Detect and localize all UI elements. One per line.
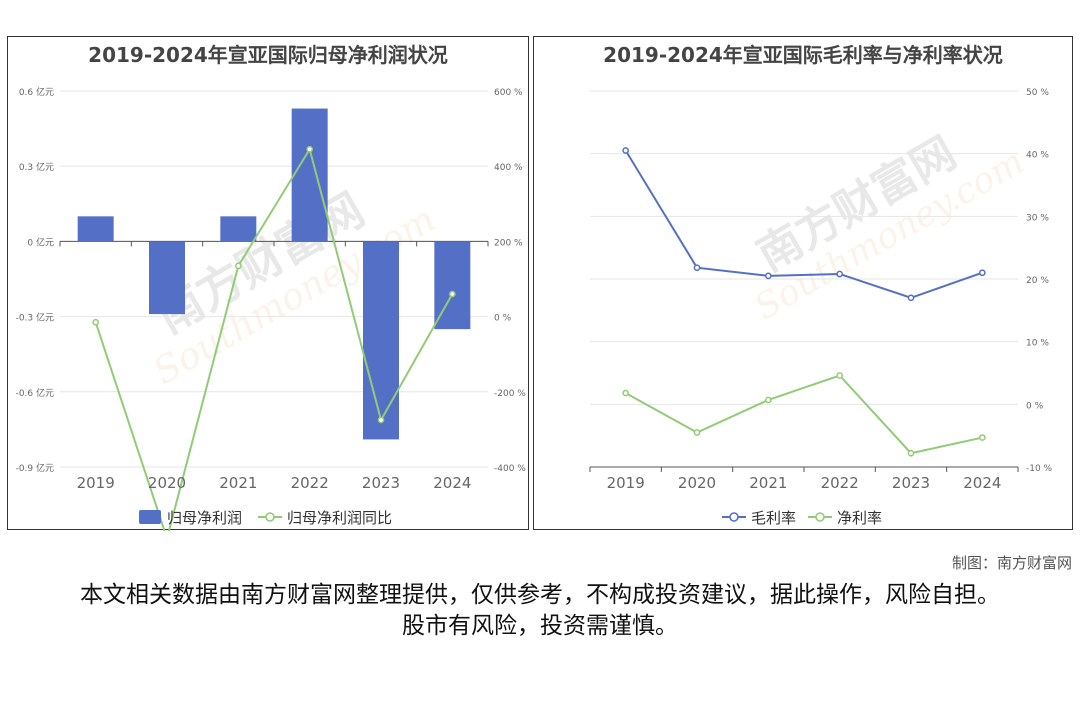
yoy-line [94,146,454,531]
net-margin-point-2023 [907,449,915,457]
yoy-point-2021 [234,262,242,270]
net-profit-chart-panel: 南方财富网 Southmoney.com 0.6 亿元 0.3 亿元 0 亿元 -0.3 … [7,36,529,531]
x-tick-label: 2024 [433,474,471,492]
y-right-tick-label: 400 % [494,163,523,173]
gross-margin-point-2021 [764,272,772,280]
y-left-tick-label: 0.3 亿元 [19,161,54,173]
x-tick-label: 2022 [821,474,859,492]
legend-gross-label: 毛利率 [751,509,796,527]
y-left-tick-label: -0.9 亿元 [16,462,54,474]
legend-net-marker [815,512,825,522]
legend-bar-swatch [139,510,161,524]
x-tick-label: 2019 [607,474,645,492]
series-line-gross-margin [624,150,983,299]
gross-margin-point-2019 [622,147,630,154]
net-margin-point-2020 [693,429,701,436]
gross-margin-point-2023 [907,294,915,302]
y-right-tick-label: 50 % [1026,88,1049,98]
bar-2023 [363,241,399,440]
x-tick-label: 2023 [362,474,400,492]
gross-margin-point-2022 [836,270,844,278]
y-left-tick-label: -0.3 亿元 [16,312,54,324]
net-margin-point-2024 [978,434,986,441]
net-margin-point-2019 [622,389,630,397]
margin-chart-panel: 南方财富网 Southmoney.com 50 % 40 % 30 % 20 % 10 % 0… [533,36,1073,530]
chart-credit: 制图：南方财富网 [951,554,1072,572]
y-right-tick-label: 30 % [1026,213,1049,223]
net-margin-point-2021 [764,396,772,404]
legend-gross-marker [729,512,739,522]
x-tick-label: 2023 [892,474,930,492]
net-margin-point-2022 [836,372,844,379]
y-right-tick-label: 600 % [494,88,523,98]
y-right-tick-label: 200 % [494,238,523,248]
y-right-tick-label: -400 % [494,464,526,474]
bar-2020 [149,241,185,315]
x-tick-label: 2021 [749,474,787,492]
y-right-tick-label: -10 % [1026,464,1053,474]
margin-chart-title: 2019-2024年宣亚国际毛利率与净利率状况 [603,43,1003,67]
legend-line-marker [265,512,275,522]
y-right-tick-label: 40 % [1026,151,1049,161]
y-right-tick-label: 10 % [1026,339,1049,349]
legend-bar-label: 归母净利润 [167,509,242,527]
bar-2019 [77,216,114,242]
yoy-point-2022 [306,145,314,153]
y-right-tick-label: 0 % [1026,401,1044,411]
gross-margin-point-2024 [978,269,986,277]
x-tick-label: 2024 [963,474,1001,492]
x-tick-label: 2019 [77,474,115,492]
disclaimer-text: 本文相关数据由南方财富网整理提供，仅供参考，不构成投资建议，据此操作，风险自担。… [80,582,1000,639]
net-profit-chart-title: 2019-2024年宣亚国际归母净利润状况 [88,43,448,67]
y-left-tick-label: 0.6 亿元 [19,86,54,98]
series-line-net-margin [625,374,983,455]
bar-2021 [220,216,257,242]
y-right-tick-label: 0 % [494,314,512,324]
y-left-tick-label: 0 亿元 [27,236,54,248]
x-tick-label: 2020 [678,474,716,492]
bar-2022 [291,108,328,242]
yoy-point-2019 [92,318,100,326]
y-right-tick-label: -200 % [494,389,526,399]
x-tick-label: 2022 [291,474,329,492]
legend-net-label: 净利率 [837,509,882,527]
y-left-tick-label: -0.6 亿元 [16,387,54,399]
yoy-point-2024 [448,290,456,298]
gross-margin-point-2020 [693,264,701,272]
x-tick-label: 2021 [219,474,257,492]
yoy-point-2023 [377,416,385,424]
x-tick-label: 2020 [148,474,186,492]
legend-line-label: 归母净利润同比 [287,509,392,527]
y-right-tick-label: 20 % [1026,276,1049,286]
